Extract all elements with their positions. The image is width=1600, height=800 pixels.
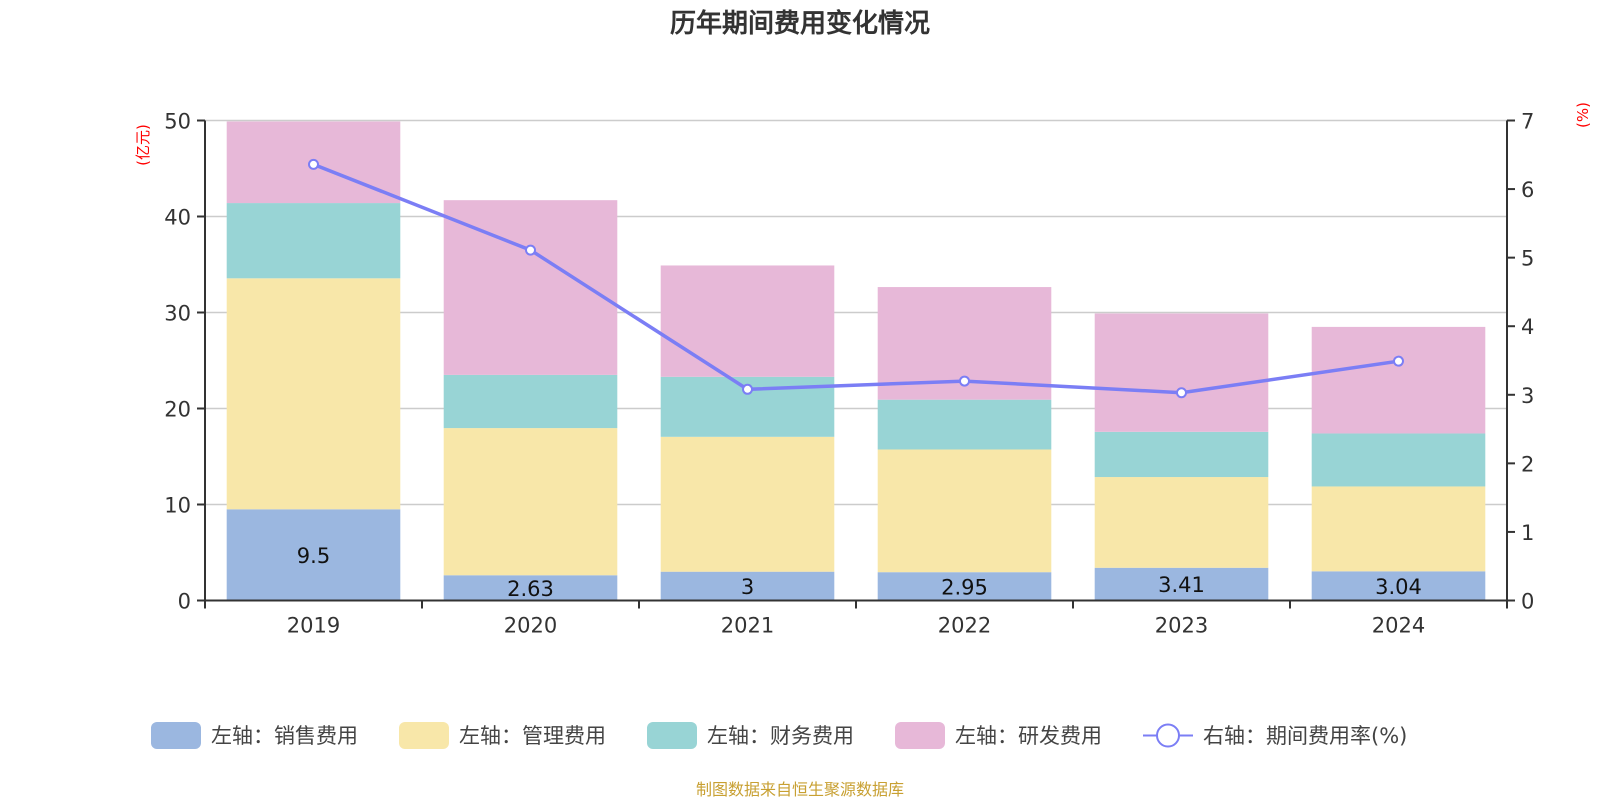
legend-swatch: [399, 722, 449, 749]
left-tick-label: 30: [164, 302, 191, 326]
bar-segment: [877, 449, 1052, 573]
legend-label: 左轴：财务费用: [707, 724, 854, 748]
left-tick-label: 0: [178, 590, 191, 614]
bar-segment: [1094, 567, 1269, 601]
bar-segment: [877, 572, 1052, 601]
bar-segment: [1311, 326, 1486, 434]
right-tick-label: 0: [1521, 590, 1534, 614]
right-tick-label: 7: [1521, 110, 1534, 134]
right-tick-label: 4: [1521, 315, 1534, 339]
rate-line-point: [1393, 355, 1404, 367]
bar-segment: [443, 374, 618, 429]
x-tick-label: 2023: [1155, 614, 1208, 638]
bar-segment: [660, 571, 835, 601]
data-source-footer: 制图数据来自恒生聚源数据库: [696, 780, 904, 799]
legend-label: 右轴：期间费用率(%): [1203, 724, 1407, 748]
legend-label: 左轴：研发费用: [955, 724, 1102, 748]
legend-label: 左轴：管理费用: [459, 724, 606, 748]
bar-segment: [226, 203, 401, 279]
legend-circle-icon: [1156, 723, 1180, 748]
bar-data-label: 3.41: [1158, 573, 1205, 597]
left-tick-label: 50: [164, 110, 191, 134]
x-tick-label: 2019: [287, 614, 340, 638]
x-tick-label: 2021: [721, 614, 774, 638]
bars: [226, 121, 1486, 601]
right-tick-label: 1: [1521, 521, 1534, 545]
rate-line-point: [308, 158, 319, 170]
bar-segment: [1311, 433, 1486, 487]
legend: 左轴：销售费用 左轴：管理费用 左轴：财务费用 左轴：研发费用 右轴：期间费用率(%): [151, 722, 1407, 749]
grid-lines: [205, 119, 1507, 506]
bar-segment: [226, 278, 401, 510]
right-axis-unit: (%): [1574, 102, 1592, 128]
bar-segment: [443, 428, 618, 576]
left-tick-label: 10: [164, 494, 191, 518]
bar-segment: [1311, 486, 1486, 572]
right-tick-label: 6: [1521, 178, 1534, 202]
legend-swatch: [151, 722, 201, 749]
rate-line-point: [1176, 387, 1187, 399]
bar-data-label: 2.63: [507, 577, 554, 601]
rate-line-point: [742, 383, 753, 395]
left-tick-label: 20: [164, 398, 191, 422]
bar-data-labels: 9.5 2.63 3 2.95 3.41 3.04: [297, 544, 1422, 601]
bar-data-label: 2.95: [941, 575, 988, 599]
bar-segment: [877, 399, 1052, 450]
bar-segment: [1094, 313, 1269, 432]
bar-segment: [660, 265, 835, 377]
bar-segment: [1094, 477, 1269, 568]
right-tick-label: 3: [1521, 384, 1534, 408]
rate-line-point: [525, 244, 536, 256]
right-tick-label: 5: [1521, 247, 1534, 271]
legend-label: 左轴：销售费用: [211, 724, 358, 748]
bar-data-label: 9.5: [297, 544, 330, 568]
legend-swatch: [895, 722, 945, 749]
bar-data-label: 3.04: [1375, 575, 1422, 599]
rate-line-point: [959, 375, 970, 387]
bar-segment: [1094, 431, 1269, 478]
x-tick-label: 2020: [504, 614, 557, 638]
left-tick-label: 40: [164, 206, 191, 230]
legend-swatch: [647, 722, 697, 749]
bar-segment: [443, 575, 618, 601]
x-tick-label: 2022: [938, 614, 991, 638]
rate-line-path: [312, 162, 1399, 395]
bar-segment: [660, 436, 835, 572]
bar-segment: [226, 509, 401, 601]
bar-segment: [1311, 571, 1486, 601]
axes: 2019 2020 2021 2022 2023 2024 0 10 20 30 40 50 0 1 2 3 4…: [164, 110, 1534, 638]
left-axis-unit: (亿元): [134, 124, 152, 166]
chart-title: 历年期间费用变化情况: [670, 8, 930, 39]
bar-data-label: 3: [741, 575, 754, 599]
rate-line: [308, 158, 1404, 399]
x-tick-label: 2024: [1372, 614, 1425, 638]
right-tick-label: 2: [1521, 452, 1534, 476]
